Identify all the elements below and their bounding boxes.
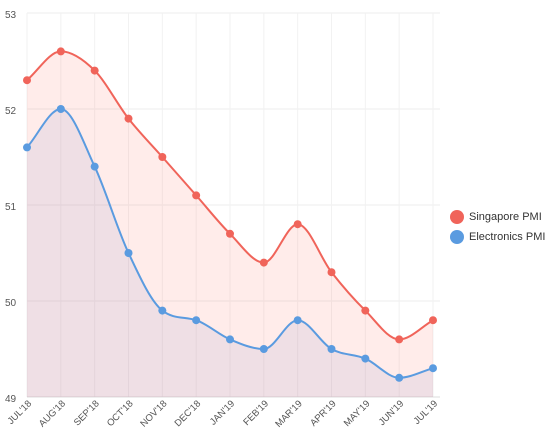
point-singapore-pmi[interactable] xyxy=(56,47,65,56)
point-singapore-pmi[interactable] xyxy=(259,258,268,267)
legend-item-electronics-pmi[interactable]: Electronics PMI xyxy=(450,227,545,247)
x-tick-label: JUL'19 xyxy=(412,398,440,426)
point-singapore-pmi[interactable] xyxy=(361,306,370,315)
legend-item-singapore-pmi[interactable]: Singapore PMI xyxy=(450,207,545,227)
point-singapore-pmi[interactable] xyxy=(158,153,167,161)
y-tick-label: 53 xyxy=(5,10,17,21)
point-singapore-pmi[interactable] xyxy=(429,316,437,325)
y-tick-label: 52 xyxy=(5,106,17,117)
point-electronics-pmi[interactable] xyxy=(259,345,268,353)
point-singapore-pmi[interactable] xyxy=(192,191,201,200)
point-electronics-pmi[interactable] xyxy=(226,335,234,344)
series-points xyxy=(23,47,437,382)
point-electronics-pmi[interactable] xyxy=(124,249,133,257)
legend-label: Electronics PMI xyxy=(469,231,546,243)
x-tick-label: SEP'18 xyxy=(72,398,102,428)
point-electronics-pmi[interactable] xyxy=(56,105,65,113)
legend-swatch xyxy=(450,210,464,224)
point-electronics-pmi[interactable] xyxy=(395,373,404,382)
point-singapore-pmi[interactable] xyxy=(226,229,234,238)
x-tick-label: MAR'19 xyxy=(273,398,304,429)
point-electronics-pmi[interactable] xyxy=(158,306,167,315)
point-electronics-pmi[interactable] xyxy=(23,143,31,152)
area-singapore-pmi xyxy=(27,51,433,398)
point-electronics-pmi[interactable] xyxy=(192,316,201,325)
x-axis-ticks: JUL'18 AUG'18 SEP'18 OCT'18 NOV'18 DEC'18 JAN'… xyxy=(6,398,440,429)
x-tick-label: JAN'19 xyxy=(208,398,237,427)
y-tick-label: 49 xyxy=(5,394,17,405)
legend-label: Singapore PMI xyxy=(469,211,542,223)
legend-swatch xyxy=(450,230,464,244)
point-singapore-pmi[interactable] xyxy=(23,76,31,85)
x-tick-label: NOV'18 xyxy=(138,398,169,429)
series-areas xyxy=(27,51,433,398)
point-electronics-pmi[interactable] xyxy=(429,364,437,373)
x-tick-label: AUG'18 xyxy=(37,398,68,429)
x-tick-label: APR'19 xyxy=(308,398,338,428)
point-electronics-pmi[interactable] xyxy=(90,162,99,171)
point-singapore-pmi[interactable] xyxy=(327,268,336,277)
point-singapore-pmi[interactable] xyxy=(124,114,133,123)
x-tick-label: JUN'19 xyxy=(377,398,407,428)
point-singapore-pmi[interactable] xyxy=(90,66,99,75)
x-tick-label: MAY'19 xyxy=(342,398,373,429)
x-tick-label: FEB'19 xyxy=(241,398,271,428)
point-electronics-pmi[interactable] xyxy=(361,354,370,363)
point-electronics-pmi[interactable] xyxy=(327,345,336,353)
point-singapore-pmi[interactable] xyxy=(293,220,302,229)
area-electronics-pmi xyxy=(27,109,433,397)
point-singapore-pmi[interactable] xyxy=(395,335,404,344)
y-tick-label: 51 xyxy=(5,202,17,213)
y-tick-label: 50 xyxy=(5,298,17,309)
legend: Singapore PMI Electronics PMI xyxy=(450,207,545,247)
x-tick-label: DEC'18 xyxy=(173,398,204,429)
point-electronics-pmi[interactable] xyxy=(293,316,302,325)
x-tick-label: OCT'18 xyxy=(105,398,136,429)
y-axis-ticks: 53 52 51 50 49 xyxy=(5,10,17,405)
